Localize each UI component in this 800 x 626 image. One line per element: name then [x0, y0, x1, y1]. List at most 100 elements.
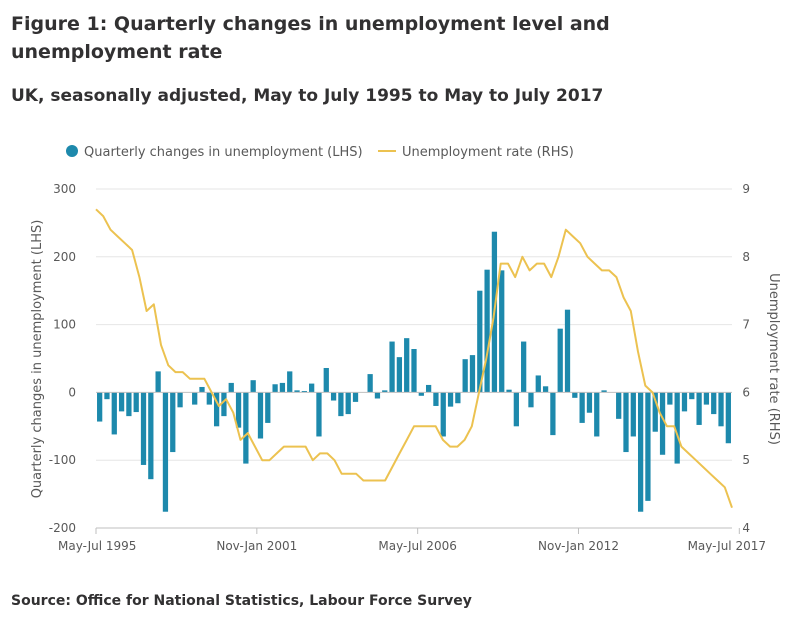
- bar: [521, 341, 527, 393]
- bar: [228, 382, 234, 393]
- bar: [257, 392, 264, 439]
- left-tick-label: 0: [68, 385, 76, 399]
- axes: [95, 391, 740, 534]
- bar: [572, 392, 578, 398]
- right-axis-title: Unemployment rate (RHS): [766, 273, 781, 445]
- bar: [579, 392, 585, 423]
- x-tick-label: Nov-Jan 2012: [538, 539, 619, 553]
- bar: [469, 355, 476, 393]
- bar: [564, 309, 571, 393]
- legend-line-label: Unemployment rate (RHS): [402, 145, 574, 160]
- rate-line-series: [95, 208, 733, 509]
- bar: [170, 392, 176, 453]
- bar: [506, 389, 512, 393]
- bar: [674, 392, 680, 464]
- bar: [104, 392, 110, 400]
- bar: [513, 392, 519, 427]
- tick-labels: -200 -100 0 100 200 300 4 5 6 7 8 9 May-Jul 1995 Nov-…: [49, 182, 766, 553]
- bar: [323, 367, 329, 393]
- right-tick-label: 7: [742, 318, 750, 332]
- bar: [301, 391, 307, 393]
- bar: [433, 392, 439, 406]
- bar: [404, 338, 410, 393]
- left-tick-label: -100: [49, 453, 76, 467]
- bar: [309, 383, 315, 393]
- bar: [652, 392, 658, 432]
- bar: [528, 392, 534, 408]
- bar: [111, 392, 117, 435]
- left-tick-label: 100: [53, 318, 76, 332]
- bar: [396, 357, 403, 393]
- chart-title: Figure 1: Quarterly changes in unemploym…: [11, 13, 610, 63]
- right-tick-label: 8: [742, 250, 750, 264]
- bar: [338, 392, 344, 417]
- bar: [155, 371, 161, 393]
- left-axis-title: Quarterly changes in unemployment (LHS): [30, 220, 45, 499]
- bar: [140, 392, 147, 465]
- bar: [440, 392, 446, 437]
- bar: [279, 382, 286, 393]
- bar: [235, 392, 242, 428]
- right-tick-label: 6: [742, 385, 750, 399]
- bar: [97, 392, 103, 422]
- bar: [199, 386, 205, 393]
- bar: [374, 392, 381, 399]
- bar: [330, 392, 337, 401]
- left-tick-label: -200: [49, 521, 76, 535]
- bar: [447, 392, 454, 407]
- bar: [718, 392, 724, 427]
- bar: [659, 392, 666, 455]
- bar: [411, 349, 417, 393]
- bar: [550, 392, 556, 436]
- bar: [345, 392, 351, 415]
- chart-subtitle: UK, seasonally adjusted, May to July 199…: [11, 86, 604, 106]
- bar: [425, 384, 432, 393]
- legend-bar-label: Quarterly changes in unemployment (LHS): [84, 145, 363, 160]
- bar: [535, 375, 541, 393]
- bar: [477, 290, 483, 393]
- bar: [418, 392, 424, 396]
- right-tick-label: 4: [742, 521, 750, 535]
- bar: [213, 392, 220, 427]
- bar: [352, 392, 359, 402]
- bar: [118, 392, 125, 412]
- bar: [243, 392, 249, 464]
- bar: [133, 392, 139, 413]
- bar: [272, 384, 278, 393]
- legend: Quarterly changes in unemployment (LHS) …: [66, 145, 574, 160]
- bar: [192, 392, 198, 405]
- bar: [696, 392, 702, 425]
- bar: [594, 392, 600, 437]
- rate-line: [95, 208, 733, 509]
- bar: [703, 392, 710, 405]
- bar: [484, 269, 490, 393]
- bar: [287, 371, 293, 393]
- right-tick-label: 9: [742, 182, 750, 196]
- bar: [367, 374, 373, 393]
- bar: [148, 392, 154, 480]
- bar: [499, 270, 505, 393]
- bar: [630, 392, 636, 437]
- bar: [623, 392, 629, 453]
- bar: [725, 392, 731, 444]
- bar: [250, 380, 256, 393]
- bar: [681, 392, 688, 412]
- x-tick-label: May-Jul 1995: [58, 539, 136, 553]
- left-tick-label: 200: [53, 250, 76, 264]
- bar: [616, 392, 622, 419]
- bar: [221, 392, 227, 417]
- bar: [667, 392, 673, 405]
- bar-series: [97, 231, 731, 512]
- left-tick-label: 300: [53, 182, 76, 196]
- legend-bar-swatch: [66, 145, 78, 157]
- bar: [711, 392, 717, 415]
- bar: [542, 386, 549, 393]
- bar: [177, 392, 183, 408]
- bar: [645, 392, 651, 501]
- bar: [316, 392, 322, 437]
- x-tick-label: May-Jul 2017: [688, 539, 766, 553]
- bar: [389, 341, 395, 393]
- x-tick-label: Nov-Jan 2001: [216, 539, 297, 553]
- bar: [462, 359, 468, 393]
